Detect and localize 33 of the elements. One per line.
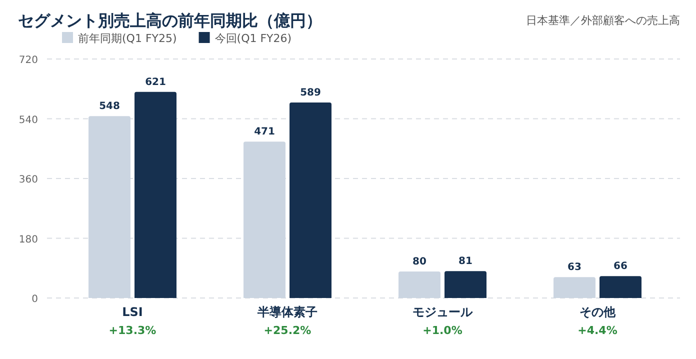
data-label: 63	[568, 262, 582, 274]
legend-label: 前年同期(Q1 FY25)	[78, 32, 177, 45]
x-tick-label: LSI	[122, 305, 143, 319]
data-label: 66	[614, 261, 628, 272]
bar	[290, 102, 332, 298]
bar	[88, 116, 130, 298]
bar	[600, 276, 642, 298]
text: +4.4%	[578, 324, 618, 337]
x-tick-label: モジュール	[412, 305, 474, 319]
data-label: 621	[145, 76, 166, 88]
data-label: 548	[99, 101, 120, 112]
data-label: 81	[458, 256, 472, 268]
bar	[444, 271, 486, 298]
text: +13.3%	[108, 324, 156, 337]
bar	[398, 271, 440, 298]
data-label: 80	[412, 256, 426, 268]
y-tick-label: 0	[32, 294, 38, 305]
legend-label: 今回(Q1 FY26)	[214, 32, 292, 45]
data-label: 589	[300, 87, 321, 98]
y-tick-label: 180	[18, 234, 38, 246]
bar	[244, 142, 286, 298]
y-tick-label: 360	[18, 174, 38, 186]
y-tick-label: 540	[18, 114, 38, 126]
text: +25.2%	[264, 324, 312, 337]
data-label: 471	[254, 126, 275, 138]
bar	[554, 277, 596, 298]
chart-subtitle: 日本基準／外部顧客への売上高	[526, 14, 680, 27]
text: +1.0%	[422, 324, 462, 337]
x-tick-label: その他	[580, 305, 616, 319]
y-tick-label: 720	[18, 55, 38, 66]
x-tick-label: 半導体素子	[256, 305, 318, 319]
bar	[134, 92, 176, 298]
chart-title: セグメント別売上高の前年同期比（億円）	[18, 11, 322, 30]
